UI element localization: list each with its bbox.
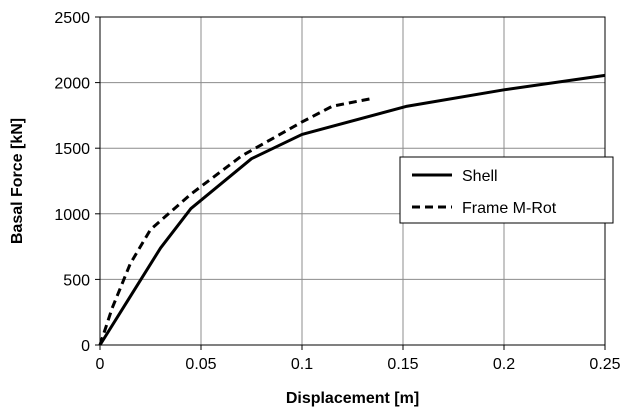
legend-label-shell: Shell — [462, 168, 498, 185]
y-tick-label: 1500 — [54, 141, 90, 158]
series-lines — [98, 73, 606, 346]
series-line-shell — [98, 73, 606, 346]
x-tick-label: 0.25 — [589, 356, 620, 373]
legend: Shell Frame M-Rot — [399, 156, 614, 224]
x-tick-label: 0.1 — [291, 356, 313, 373]
y-axis-title: Basal Force [kN] — [9, 118, 26, 244]
y-tick-label: 0 — [81, 338, 90, 355]
x-tick-label: 0.2 — [493, 356, 515, 373]
legend-box — [399, 156, 614, 224]
y-tick-label: 1000 — [54, 207, 90, 224]
series-line-frame-m-rot — [98, 96, 373, 346]
x-tick-label: 0.15 — [387, 356, 418, 373]
x-tick-label: 0 — [96, 356, 105, 373]
y-tick-label: 2500 — [54, 10, 90, 27]
y-tick-label: 500 — [63, 272, 90, 289]
legend-label-frame-m-rot: Frame M-Rot — [462, 200, 557, 217]
y-tick-label: 2000 — [54, 76, 90, 93]
x-tick-label: 0.05 — [185, 356, 216, 373]
tick-labels: 0 0.05 0.1 0.15 0.2 0.25 0 500 1000 1500 2000 2500 — [54, 10, 620, 373]
x-axis-title: Displacement [m] — [286, 390, 419, 407]
